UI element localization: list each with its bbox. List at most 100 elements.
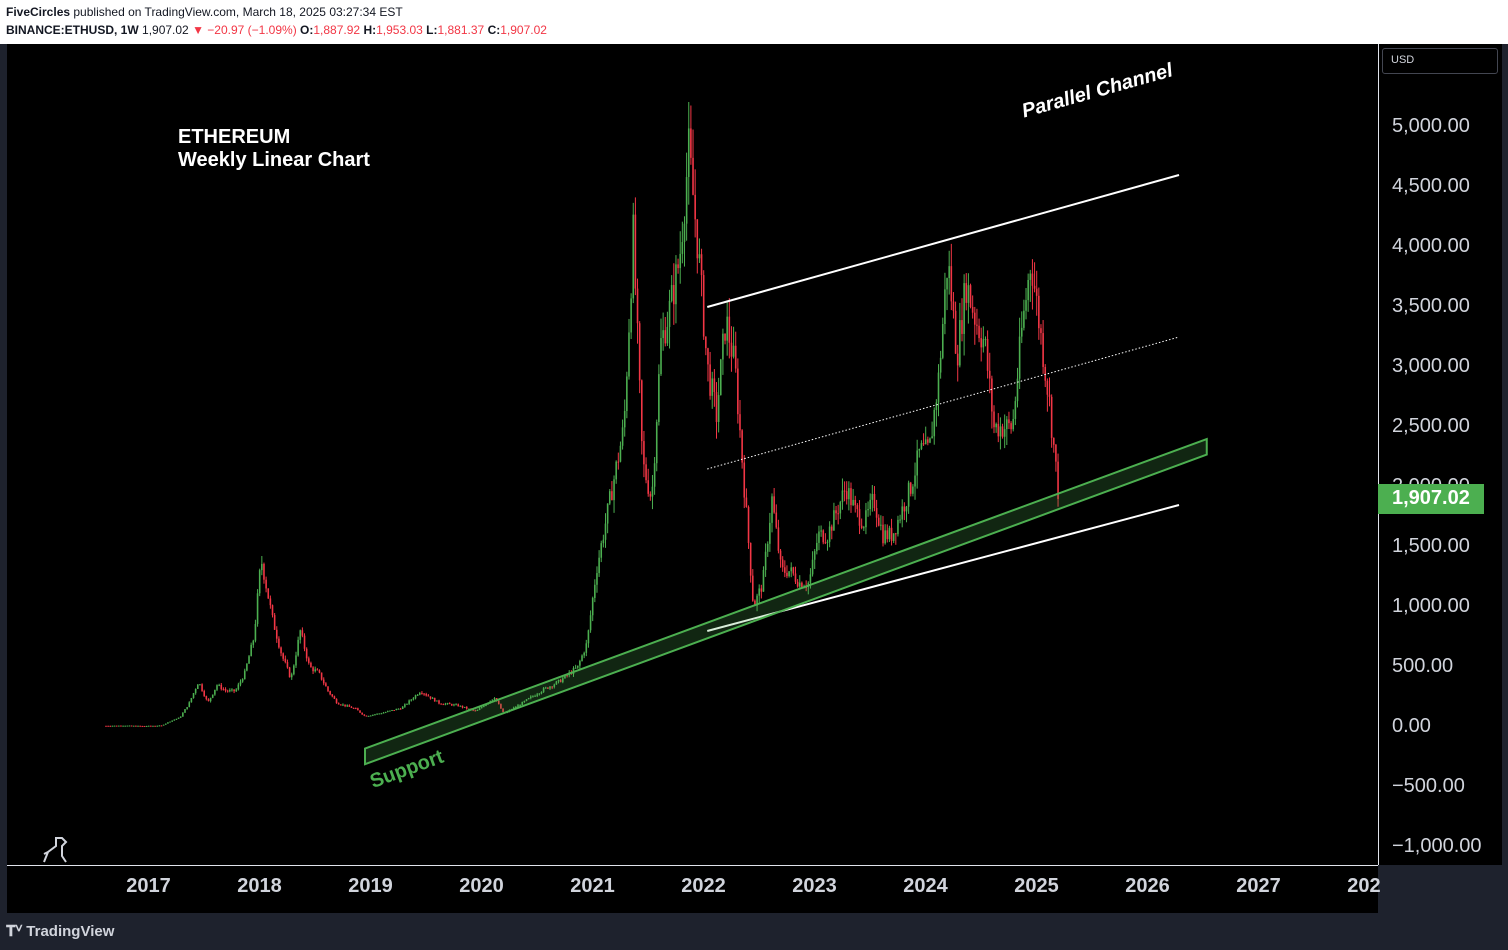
candle-body (623, 410, 626, 428)
candle-body (822, 530, 825, 543)
candle-body (666, 326, 669, 344)
candle-body (927, 439, 929, 443)
candle-body (862, 527, 865, 529)
candle-body (677, 264, 679, 269)
candle-body (694, 194, 696, 220)
candle-body (890, 527, 893, 541)
candle-body (920, 443, 923, 449)
candle-body (527, 698, 530, 700)
candle-body (346, 705, 349, 707)
candle-body (433, 697, 436, 702)
author-name[interactable]: FiveCircles (6, 5, 71, 19)
candle-body (1046, 380, 1049, 395)
candle-body (828, 526, 831, 542)
candle-body (914, 475, 916, 487)
candle-body (747, 506, 750, 543)
candle-body (141, 725, 144, 727)
candle-body (1003, 429, 1006, 437)
candle-body (184, 709, 186, 713)
candle-body (515, 706, 517, 708)
candle-body (626, 376, 628, 411)
candle-body (1055, 444, 1057, 462)
candle-body (651, 486, 654, 497)
candle-body (924, 439, 927, 445)
candle-body (252, 640, 255, 645)
candle-body (122, 725, 124, 727)
candle-body (826, 541, 829, 543)
candle-body (948, 266, 950, 279)
candle-body (374, 714, 376, 716)
candle-body (916, 450, 918, 476)
candle-body (150, 725, 152, 727)
candle-body (604, 523, 607, 540)
candle-body (728, 316, 731, 343)
candle-body (743, 462, 746, 498)
candle-body (602, 539, 605, 544)
candle-body (465, 706, 468, 709)
candle-body (316, 669, 319, 671)
candle-body (295, 655, 297, 666)
candle-body (555, 681, 558, 685)
candle-body (719, 359, 722, 396)
candles (105, 101, 1059, 727)
candle-body (529, 696, 532, 699)
candle-body (254, 623, 257, 641)
candle-body (143, 725, 146, 727)
candle-body (745, 497, 748, 507)
candle-body (491, 699, 494, 701)
candle-body (386, 711, 389, 713)
channel-midline[interactable] (707, 336, 1180, 470)
candle-body (649, 493, 652, 497)
last-price-text: 1,907.02 (142, 23, 189, 37)
candle-body (329, 691, 331, 695)
support-band[interactable] (364, 437, 1208, 766)
currency-selector[interactable]: USD (1382, 48, 1498, 74)
candle-body (647, 480, 649, 494)
candle-body (337, 703, 340, 705)
upper-channel-line[interactable] (706, 174, 1180, 308)
candle-body (282, 653, 284, 659)
time-axis[interactable] (7, 865, 1378, 914)
candle-body (805, 587, 807, 589)
candle-body (359, 710, 361, 713)
candle-body (451, 704, 453, 706)
candle-body (290, 674, 293, 678)
candle-body (538, 693, 541, 695)
candle-body (196, 684, 199, 689)
candle-body (314, 669, 316, 672)
price-axis[interactable] (1378, 44, 1502, 865)
candle-body (709, 364, 711, 396)
candle-body (692, 157, 694, 195)
candle-body (455, 704, 457, 706)
candle-body (766, 543, 769, 552)
candle-body (976, 324, 978, 326)
candle-body (777, 527, 780, 551)
candle-body (367, 715, 370, 717)
candle-body (837, 513, 839, 515)
candle-body (164, 723, 167, 725)
candle-body (399, 708, 402, 710)
candle-body (965, 283, 968, 303)
candle-body (858, 509, 861, 526)
candle-body (865, 510, 867, 528)
candle-body (986, 339, 989, 371)
candle-body (952, 301, 955, 311)
candle-body (835, 510, 837, 514)
candle-body (581, 655, 583, 661)
candle-body (617, 461, 620, 463)
candle-body (1006, 419, 1008, 430)
candle-body (798, 582, 801, 587)
candle-body (796, 581, 799, 587)
price-tick-label: 4,000.00 (1392, 235, 1470, 257)
candle-body (830, 526, 833, 531)
channel-label: Parallel Channel (1019, 59, 1175, 122)
candle-body (179, 716, 182, 718)
candle-body (342, 704, 344, 706)
price-tick-label: 3,000.00 (1392, 355, 1470, 377)
candle-body (852, 499, 854, 506)
price-tick-label: 500.00 (1392, 655, 1454, 677)
candle-body (472, 709, 474, 711)
candle-body (297, 639, 299, 656)
tradingview-logo[interactable]: 𝐓ⱽ TradingView (6, 922, 114, 940)
symbol-label[interactable]: BINANCE:ETHUSD, 1W (6, 23, 139, 37)
